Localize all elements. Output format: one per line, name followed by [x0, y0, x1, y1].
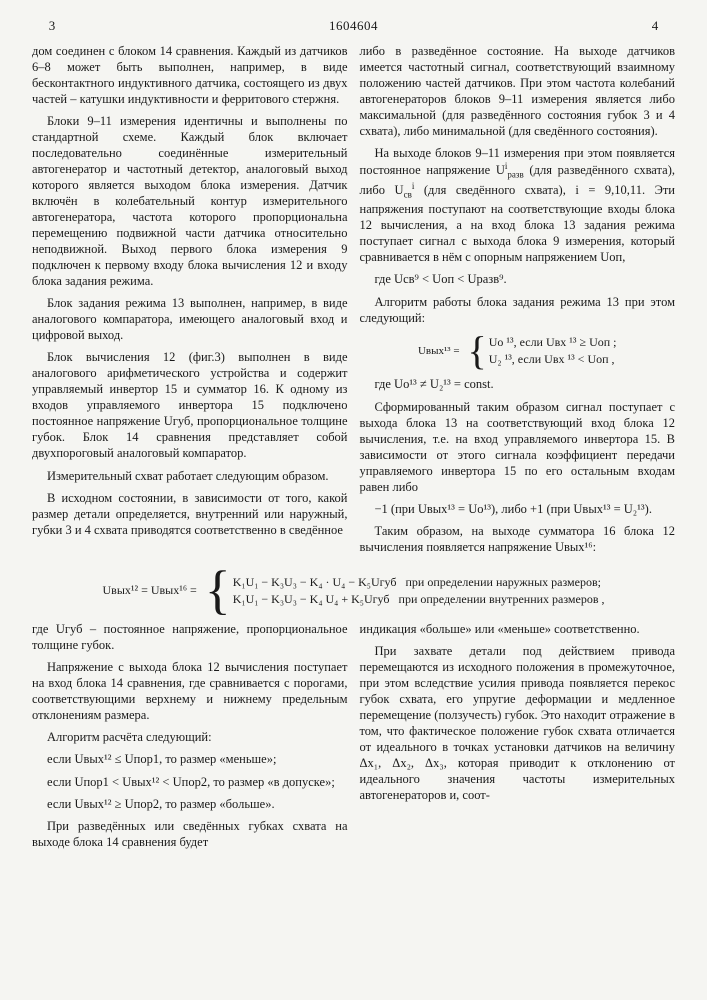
top-columns: дом соединен с блоком 14 сравнения. Кажд… — [32, 43, 675, 562]
para: Измерительный схват работает следующим о… — [32, 468, 348, 484]
para: Блок вычисления 12 (фиг.3) выполнен в ви… — [32, 349, 348, 461]
sub: разв — [507, 170, 523, 180]
left-column: дом соединен с блоком 14 сравнения. Кажд… — [32, 43, 348, 562]
para: При захвате детали под действием привода… — [360, 643, 676, 803]
page-number-left: 3 — [32, 18, 72, 35]
para: если Uвых¹² ≤ Uпор1, то размер «меньше»; — [32, 751, 348, 767]
para: Алгоритм работы блока задания режима 13 … — [360, 294, 676, 326]
para: На выходе блоков 9–11 измерения при этом… — [360, 145, 676, 265]
para: −1 (при Uвых¹³ = Uo¹³), либо +1 (при Uвы… — [360, 501, 676, 517]
formula-case: K₁U₁ − K₃U₃ − K₄ · U₄ − K₅Uгуб при опред… — [233, 574, 605, 591]
para: В исходном состоянии, в зависимости от т… — [32, 490, 348, 538]
bottom-left-column: где Uгуб – постоянное напряжение, пропор… — [32, 621, 348, 857]
page-number-right: 4 — [635, 18, 675, 35]
para: Напряжение с выхода блока 12 вычисления … — [32, 659, 348, 723]
formula-case: U₂ ¹³, если Uвх ¹³ < Uоп , — [489, 351, 617, 368]
text: K₁U₁ − K₃U₃ − K₄ · U₄ − K₅Uгуб — [233, 575, 397, 589]
para: Сформированный таким образом сигнал пост… — [360, 399, 676, 495]
para: Блоки 9–11 измерения идентичны и выполне… — [32, 113, 348, 289]
right-column: либо в разведённое состояние. На выходе … — [360, 43, 676, 562]
para: если Uпор1 < Uвых¹² < Uпор2, то размер «… — [32, 774, 348, 790]
formula-lhs: Uвых¹³ = — [418, 344, 460, 358]
para: либо в разведённое состояние. На выходе … — [360, 43, 676, 139]
brace-icon: { — [205, 569, 231, 612]
formula-case: K₁U₁ − K₃U₃ − K₄ U₄ + K₅Uгуб при определ… — [233, 591, 605, 608]
formula-block-1: Uвых¹³ = { Uo ¹³, если Uвх ¹³ ≥ Uоп ; U₂… — [360, 334, 676, 369]
big-formula-block: Uвых¹² = Uвых¹⁶ = { K₁U₁ − K₃U₃ − K₄ · U… — [32, 569, 675, 612]
para: где Uгуб – постоянное напряжение, пропор… — [32, 621, 348, 653]
bottom-columns: где Uгуб – постоянное напряжение, пропор… — [32, 621, 675, 857]
brace-icon: { — [468, 335, 487, 367]
text: K₁U₁ − K₃U₃ − K₄ U₄ + K₅Uгуб — [233, 592, 390, 606]
formula-case: Uo ¹³, если Uвх ¹³ ≥ Uоп ; — [489, 334, 617, 351]
para: При разведённых или сведённых губках схв… — [32, 818, 348, 850]
formula-note: где Uo¹³ ≠ U₂¹³ = const. — [360, 376, 676, 392]
document-number: 1604604 — [72, 18, 635, 35]
text: при определении наружных размеров; — [406, 575, 601, 589]
para: Таким образом, на выходе сумматора 16 бл… — [360, 523, 676, 555]
para: индикация «больше» или «меньше» соответс… — [360, 621, 676, 637]
text: где U — [375, 272, 404, 286]
para: Блок задания режима 13 выполнен, наприме… — [32, 295, 348, 343]
para: Алгоритм расчёта следующий: — [32, 729, 348, 745]
text: при определении внутренних размеров , — [399, 592, 605, 606]
big-formula-lhs: Uвых¹² = Uвых¹⁶ = — [102, 583, 196, 598]
header-row: 3 1604604 4 — [32, 18, 675, 35]
inequality: где Uсв⁹ < Uоп < Uразв⁹. — [360, 271, 676, 287]
text: св⁹ < Uоп < Uразв⁹. — [403, 272, 507, 286]
sub: св — [404, 190, 412, 200]
bottom-right-column: индикация «больше» или «меньше» соответс… — [360, 621, 676, 857]
para: дом соединен с блоком 14 сравнения. Кажд… — [32, 43, 348, 107]
para: если Uвых¹² ≥ Uпор2, то размер «больше». — [32, 796, 348, 812]
